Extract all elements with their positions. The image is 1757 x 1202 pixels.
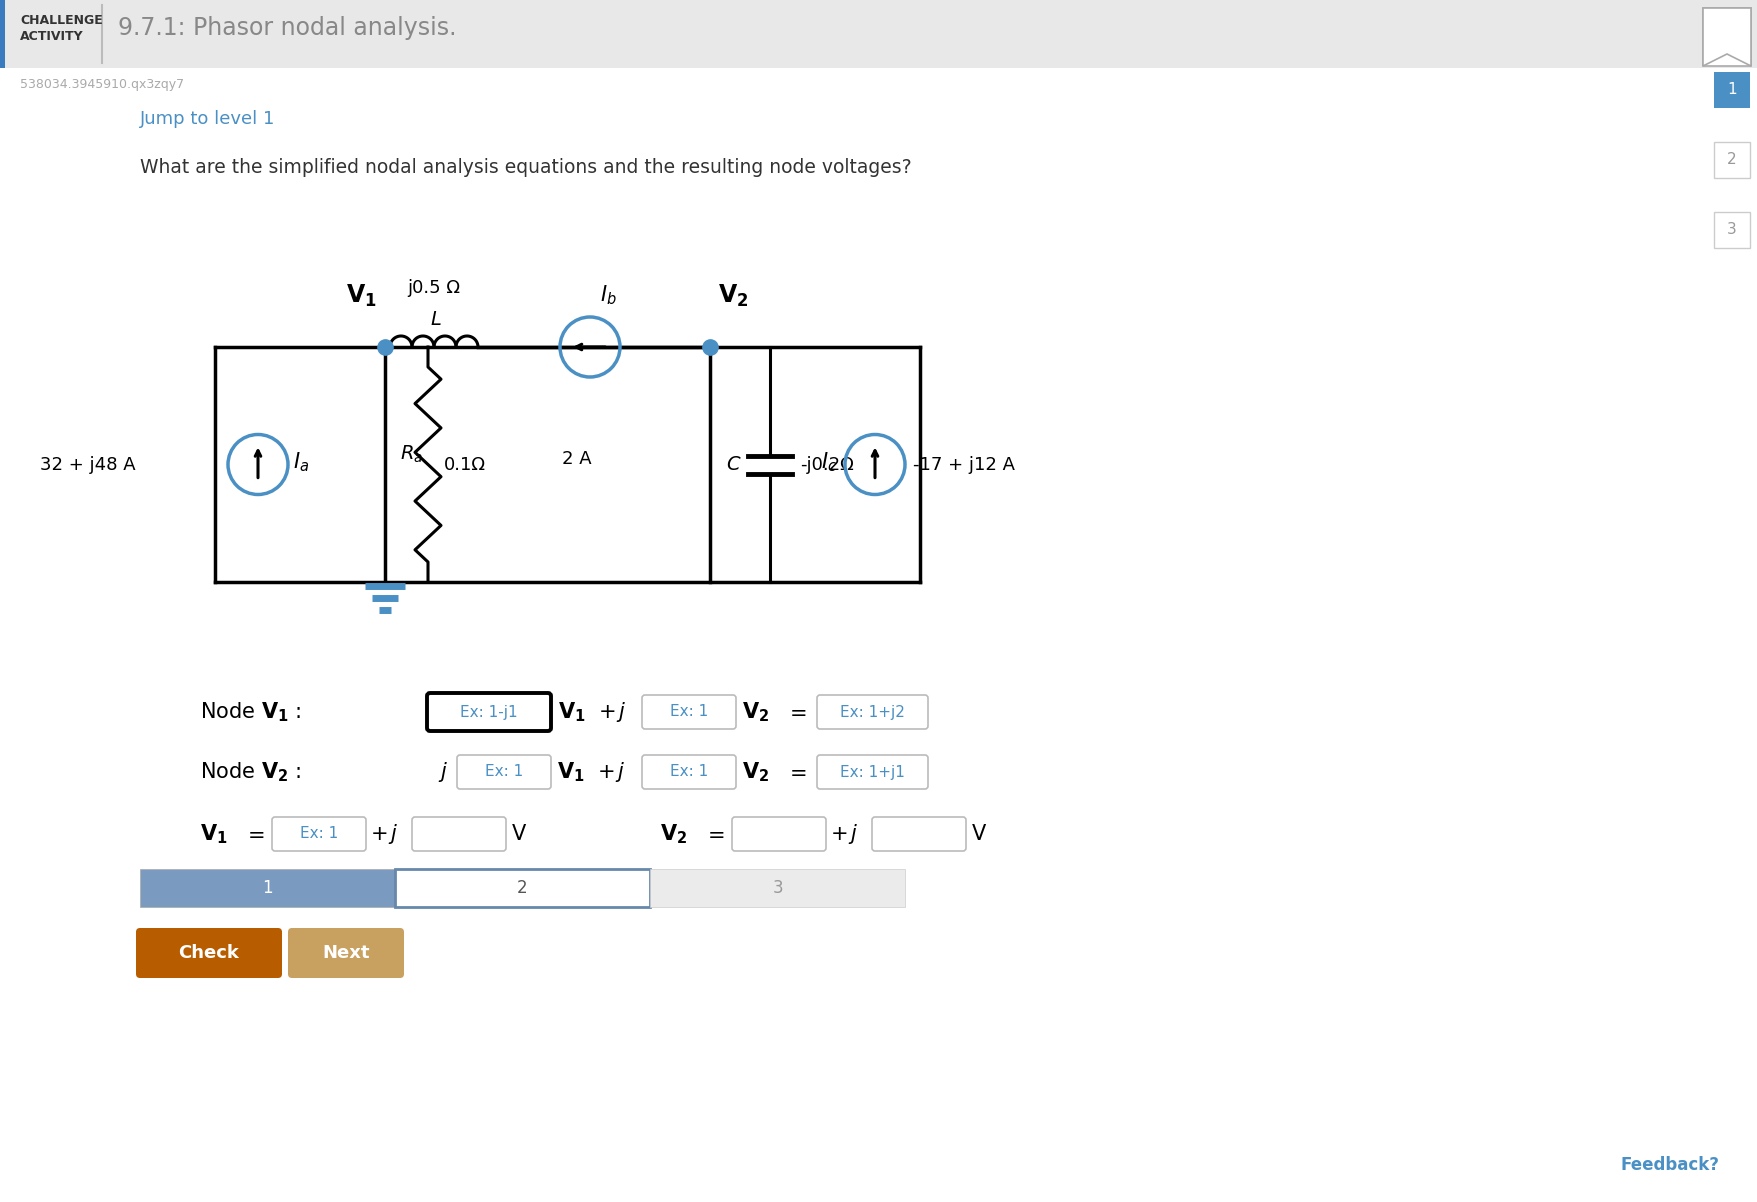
Text: Node $\mathbf{V_1}$ :: Node $\mathbf{V_1}$ : xyxy=(200,701,302,724)
FancyBboxPatch shape xyxy=(817,755,928,789)
Text: $\mathbf{V_1}$: $\mathbf{V_1}$ xyxy=(200,822,228,846)
FancyBboxPatch shape xyxy=(650,869,905,908)
Text: Ex: 1+j1: Ex: 1+j1 xyxy=(840,764,905,780)
Text: 1: 1 xyxy=(262,879,272,897)
Text: $R_a$: $R_a$ xyxy=(401,444,423,465)
FancyBboxPatch shape xyxy=(427,694,552,731)
Polygon shape xyxy=(1703,8,1752,66)
Text: Ex: 1-j1: Ex: 1-j1 xyxy=(460,704,518,720)
FancyBboxPatch shape xyxy=(457,755,552,789)
Text: Feedback?: Feedback? xyxy=(1622,1156,1720,1174)
FancyBboxPatch shape xyxy=(1715,212,1750,248)
Text: $\mathbf{V_2}$: $\mathbf{V_2}$ xyxy=(661,822,687,846)
Text: 32 + j48 A: 32 + j48 A xyxy=(40,456,135,474)
Text: 2: 2 xyxy=(1727,153,1738,167)
Text: $I_b$: $I_b$ xyxy=(599,284,617,307)
Text: $+ \, j$: $+ \, j$ xyxy=(829,822,859,846)
FancyBboxPatch shape xyxy=(141,869,395,908)
Text: $\mathbf{V_2}$: $\mathbf{V_2}$ xyxy=(741,760,770,784)
FancyBboxPatch shape xyxy=(0,69,1757,1202)
Text: Ex: 1: Ex: 1 xyxy=(669,764,708,780)
Text: What are the simplified nodal analysis equations and the resulting node voltages: What are the simplified nodal analysis e… xyxy=(141,157,912,177)
Text: $\mathbf{V_1}$: $\mathbf{V_1}$ xyxy=(559,701,585,724)
FancyBboxPatch shape xyxy=(641,755,736,789)
Text: Ex: 1: Ex: 1 xyxy=(485,764,524,780)
FancyBboxPatch shape xyxy=(395,869,650,908)
Text: $\mathbf{V_1}$: $\mathbf{V_1}$ xyxy=(346,282,378,309)
Text: $=$: $=$ xyxy=(785,762,806,783)
FancyBboxPatch shape xyxy=(641,695,736,728)
Text: Jump to level 1: Jump to level 1 xyxy=(141,111,276,127)
FancyBboxPatch shape xyxy=(733,817,826,851)
Text: Check: Check xyxy=(179,944,239,962)
Text: ACTIVITY: ACTIVITY xyxy=(19,30,84,43)
Text: Ex: 1: Ex: 1 xyxy=(300,827,337,841)
FancyBboxPatch shape xyxy=(1715,72,1750,108)
FancyBboxPatch shape xyxy=(871,817,966,851)
Text: -j0.2Ω: -j0.2Ω xyxy=(799,456,854,474)
Text: $\mathbf{V_2}$: $\mathbf{V_2}$ xyxy=(741,701,770,724)
Text: $\mathbf{V_1}$: $\mathbf{V_1}$ xyxy=(557,760,585,784)
Text: $+ \, j$: $+ \, j$ xyxy=(371,822,399,846)
Text: 9.7.1: Phasor nodal analysis.: 9.7.1: Phasor nodal analysis. xyxy=(118,16,457,40)
Text: $I_c$: $I_c$ xyxy=(821,451,836,475)
FancyBboxPatch shape xyxy=(0,0,1757,69)
FancyBboxPatch shape xyxy=(411,817,506,851)
Text: 538034.3945910.qx3zqy7: 538034.3945910.qx3zqy7 xyxy=(19,78,184,91)
Text: Ex: 1+j2: Ex: 1+j2 xyxy=(840,704,905,720)
FancyBboxPatch shape xyxy=(0,0,5,69)
Text: V: V xyxy=(511,825,527,844)
Text: 2: 2 xyxy=(517,879,527,897)
FancyBboxPatch shape xyxy=(135,928,283,978)
Text: j0.5 Ω: j0.5 Ω xyxy=(408,279,460,297)
Text: $j$: $j$ xyxy=(437,760,448,784)
Text: Node $\mathbf{V_2}$ :: Node $\mathbf{V_2}$ : xyxy=(200,760,302,784)
FancyBboxPatch shape xyxy=(1715,142,1750,178)
Text: Next: Next xyxy=(322,944,369,962)
FancyBboxPatch shape xyxy=(817,695,928,728)
Text: $L$: $L$ xyxy=(430,310,441,329)
FancyBboxPatch shape xyxy=(272,817,365,851)
Text: -17 + j12 A: -17 + j12 A xyxy=(914,456,1016,474)
Text: V: V xyxy=(972,825,986,844)
Text: 3: 3 xyxy=(1727,222,1738,238)
Text: $\mathbf{V_2}$: $\mathbf{V_2}$ xyxy=(719,282,748,309)
Text: $I_a$: $I_a$ xyxy=(293,451,309,475)
Text: $=$: $=$ xyxy=(785,702,806,722)
Text: 0.1Ω: 0.1Ω xyxy=(445,456,487,474)
Text: CHALLENGE: CHALLENGE xyxy=(19,14,102,26)
Text: 1: 1 xyxy=(1727,83,1738,97)
Text: $=$: $=$ xyxy=(703,825,724,844)
Text: $+ \, j$: $+ \, j$ xyxy=(597,700,627,724)
Text: 2 A: 2 A xyxy=(562,451,592,469)
Text: Ex: 1: Ex: 1 xyxy=(669,704,708,720)
Text: $C$: $C$ xyxy=(726,456,741,474)
Text: $=$: $=$ xyxy=(242,825,265,844)
FancyBboxPatch shape xyxy=(1703,8,1752,66)
FancyBboxPatch shape xyxy=(288,928,404,978)
Text: 3: 3 xyxy=(771,879,784,897)
Text: $+ \, j$: $+ \, j$ xyxy=(597,760,625,784)
